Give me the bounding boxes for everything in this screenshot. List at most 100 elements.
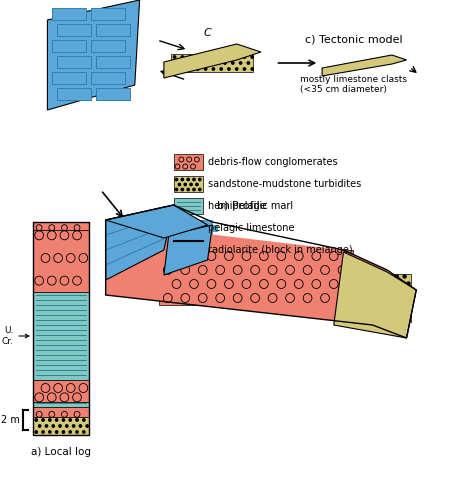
Circle shape xyxy=(201,62,203,64)
Circle shape xyxy=(372,317,375,320)
Circle shape xyxy=(69,431,71,433)
Bar xyxy=(33,402,89,407)
Circle shape xyxy=(395,275,398,278)
Bar xyxy=(338,274,411,322)
Circle shape xyxy=(189,68,191,70)
Bar xyxy=(174,154,203,170)
Circle shape xyxy=(228,68,230,70)
Circle shape xyxy=(175,178,178,180)
Circle shape xyxy=(35,431,38,433)
Circle shape xyxy=(181,188,184,190)
Circle shape xyxy=(392,310,394,313)
Text: radiolarite (block in melange): radiolarite (block in melange) xyxy=(207,245,352,255)
Bar xyxy=(33,222,89,435)
Circle shape xyxy=(49,431,51,433)
Bar xyxy=(33,222,89,230)
Circle shape xyxy=(349,317,352,320)
Circle shape xyxy=(353,310,355,313)
Circle shape xyxy=(52,425,55,427)
Circle shape xyxy=(42,431,44,433)
Circle shape xyxy=(251,56,253,58)
Circle shape xyxy=(76,431,78,433)
Bar xyxy=(193,230,203,236)
Circle shape xyxy=(185,62,187,64)
Circle shape xyxy=(376,310,379,313)
Circle shape xyxy=(212,56,214,58)
Circle shape xyxy=(199,188,201,190)
Circle shape xyxy=(392,296,394,299)
Circle shape xyxy=(349,303,352,306)
Circle shape xyxy=(360,296,363,299)
Circle shape xyxy=(345,310,348,313)
Circle shape xyxy=(220,68,222,70)
Circle shape xyxy=(364,303,367,306)
Circle shape xyxy=(395,303,398,306)
Circle shape xyxy=(349,289,352,292)
Circle shape xyxy=(187,188,189,190)
Circle shape xyxy=(407,282,410,285)
Circle shape xyxy=(187,178,189,180)
Circle shape xyxy=(353,296,355,299)
Circle shape xyxy=(380,317,383,320)
Text: c) Tectonic model: c) Tectonic model xyxy=(305,35,402,45)
Bar xyxy=(183,220,193,226)
Text: a) Local log: a) Local log xyxy=(31,447,91,457)
Circle shape xyxy=(76,419,78,421)
Circle shape xyxy=(55,431,58,433)
Bar xyxy=(179,226,188,230)
Text: hemipelagic marl: hemipelagic marl xyxy=(207,201,293,211)
Circle shape xyxy=(341,317,344,320)
Circle shape xyxy=(353,282,355,285)
Circle shape xyxy=(364,289,367,292)
Circle shape xyxy=(35,419,38,421)
Bar xyxy=(33,407,89,417)
Bar xyxy=(57,24,91,36)
Circle shape xyxy=(235,68,238,70)
Circle shape xyxy=(79,425,82,427)
Polygon shape xyxy=(334,252,416,338)
Circle shape xyxy=(196,56,199,58)
Circle shape xyxy=(392,282,394,285)
Circle shape xyxy=(184,184,186,186)
Circle shape xyxy=(45,425,48,427)
Circle shape xyxy=(82,431,85,433)
Bar xyxy=(198,226,203,230)
Text: b) Profile: b) Profile xyxy=(217,200,267,210)
Bar xyxy=(174,226,179,230)
Circle shape xyxy=(368,296,371,299)
Circle shape xyxy=(181,68,184,70)
Circle shape xyxy=(82,419,85,421)
Circle shape xyxy=(190,184,192,186)
Circle shape xyxy=(360,282,363,285)
Circle shape xyxy=(72,425,75,427)
Bar xyxy=(174,176,203,192)
Circle shape xyxy=(235,56,238,58)
Circle shape xyxy=(384,310,387,313)
Circle shape xyxy=(196,184,198,186)
Bar xyxy=(203,220,213,226)
Bar xyxy=(174,242,203,258)
Circle shape xyxy=(341,289,344,292)
Circle shape xyxy=(49,419,51,421)
Circle shape xyxy=(357,317,360,320)
Bar xyxy=(33,417,89,435)
Circle shape xyxy=(193,62,195,64)
Circle shape xyxy=(59,425,61,427)
Text: pelagic limestone: pelagic limestone xyxy=(207,223,294,233)
Circle shape xyxy=(357,275,360,278)
Bar xyxy=(174,220,183,226)
Circle shape xyxy=(193,188,195,190)
Circle shape xyxy=(243,68,245,70)
Circle shape xyxy=(177,62,180,64)
Polygon shape xyxy=(48,0,140,110)
Bar xyxy=(203,230,213,236)
Circle shape xyxy=(204,68,207,70)
Circle shape xyxy=(69,419,71,421)
Circle shape xyxy=(178,184,180,186)
Circle shape xyxy=(55,419,58,421)
Text: U.
Cr.: U. Cr. xyxy=(1,326,29,345)
Circle shape xyxy=(65,425,68,427)
Circle shape xyxy=(193,178,195,180)
Circle shape xyxy=(181,56,184,58)
Circle shape xyxy=(384,282,387,285)
